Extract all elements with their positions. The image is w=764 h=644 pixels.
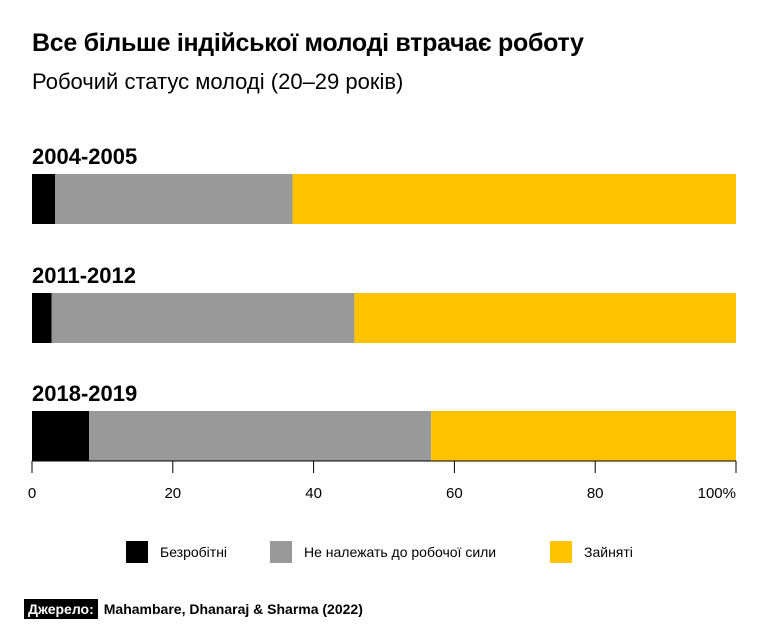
legend-label-employed: Зайняті — [584, 544, 633, 560]
bar-segment-employed-2011-2012 — [354, 293, 736, 343]
bar-segment-employed-2018-2019 — [431, 411, 736, 461]
source-label: Джерело: — [24, 599, 98, 619]
category-label: 2011-2012 — [32, 263, 136, 288]
legend-swatch-employed — [550, 541, 572, 563]
bar-segment-not-in-labour-force-2011-2012 — [51, 293, 355, 343]
x-tick-label: 100% — [698, 485, 736, 502]
stacked-bar-chart: 2004-2005 2011-2012 2018-2019 0 20 40 60 80 100% — [28, 144, 737, 502]
source-text: Mahambare, Dhanaraj & Sharma (2022) — [103, 601, 363, 617]
x-tick-label: 40 — [305, 485, 322, 502]
bar-segment-employed-2004-2005 — [292, 174, 736, 224]
legend-item-not-in-labour-force: Не належать до робочої сили — [270, 541, 496, 563]
legend-item-employed: Зайняті — [550, 541, 633, 563]
x-tick-label: 20 — [164, 485, 181, 502]
x-tick-label: 60 — [446, 485, 463, 502]
legend-label-not-in-labour-force: Не належать до робочої сили — [304, 544, 497, 560]
legend-swatch-not-in-labour-force — [270, 541, 292, 563]
x-tick-label: 0 — [28, 485, 36, 502]
bar-segment-unemployed-2004-2005 — [32, 174, 56, 224]
x-tick-label: 80 — [587, 485, 604, 502]
legend-label-unemployed: Безробітні — [160, 544, 228, 560]
bar-segment-unemployed-2011-2012 — [32, 293, 52, 343]
bar-segment-not-in-labour-force-2018-2019 — [89, 411, 432, 461]
legend: Безробітні Не належать до робочої сили З… — [0, 541, 764, 565]
bar-segment-not-in-labour-force-2004-2005 — [55, 174, 293, 224]
source: Джерело: Mahambare, Dhanaraj & Sharma (2… — [24, 599, 363, 619]
bar-segment-unemployed-2018-2019 — [32, 411, 90, 461]
chart-title: Все більше індійської молоді втрачає роб… — [32, 29, 584, 57]
legend-item-unemployed: Безробітні — [126, 541, 227, 563]
legend-swatch-unemployed — [126, 541, 148, 563]
category-label: 2018-2019 — [32, 381, 137, 406]
chart-subtitle: Робочий статус молоді (20–29 років) — [32, 69, 404, 94]
category-label: 2004-2005 — [32, 144, 137, 169]
